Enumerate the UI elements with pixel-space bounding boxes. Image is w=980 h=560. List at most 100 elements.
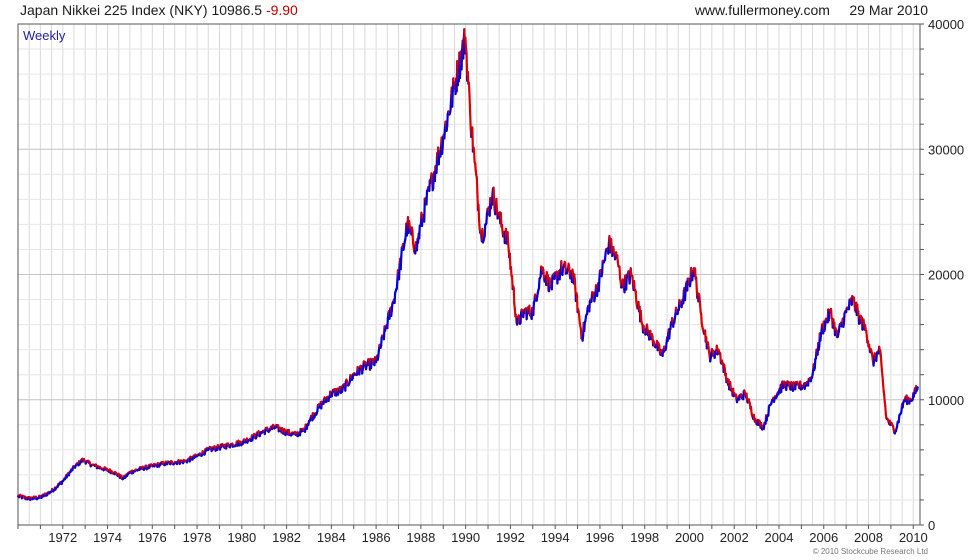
series-segment: [668, 327, 671, 340]
series-segment: [823, 319, 827, 331]
series-segment: [509, 265, 513, 277]
series-segment: [467, 81, 471, 97]
series-segment: [441, 145, 444, 155]
series-segment: [542, 269, 546, 280]
series-segment: [883, 393, 886, 403]
series-segment: [875, 351, 879, 363]
y-tick-label: 20000: [928, 268, 964, 283]
series-segment: [745, 392, 749, 403]
series-segment: [418, 224, 421, 240]
series-segment: [492, 186, 496, 206]
series-layer: [16, 28, 919, 502]
series-segment: [472, 148, 476, 163]
x-tick-label: 1988: [406, 530, 435, 545]
series-segment: [477, 219, 481, 230]
series-segment: [742, 390, 745, 401]
series-segment: [561, 266, 565, 276]
copyright-note: © 2010 Stockcube Research Ltd: [812, 547, 928, 556]
series-segment: [525, 309, 529, 321]
series-segment: [443, 128, 447, 140]
series-segment: [597, 278, 601, 293]
series-segment: [485, 213, 489, 225]
x-tick-label: 1998: [630, 530, 659, 545]
series-segment: [729, 381, 732, 392]
series-segment: [603, 252, 607, 262]
x-tick-label: 1976: [138, 530, 167, 545]
series-segment: [698, 296, 702, 306]
series-segment: [879, 354, 883, 365]
series-segment: [490, 191, 494, 206]
series-segment: [686, 277, 689, 292]
chart-header: Japan Nikkei 225 Index (NKY) 10986.5 -9.…: [0, 0, 980, 22]
series-segment: [881, 375, 885, 385]
source-and-date: www.fullermoney.com 29 Mar 2010: [695, 2, 928, 18]
x-tick-label: 2010: [899, 530, 928, 545]
x-tick-label: 2002: [720, 530, 749, 545]
series-segment: [767, 405, 771, 417]
series-segment: [881, 382, 885, 392]
series-segment: [634, 290, 638, 303]
series-segment: [588, 300, 591, 313]
y-tick-label: 30000: [928, 142, 964, 157]
series-segment: [425, 189, 429, 206]
series-segment: [916, 386, 919, 391]
x-tick-label: 1990: [451, 530, 480, 545]
series-segment: [395, 279, 399, 290]
series-segment: [528, 304, 532, 317]
series-segment: [698, 303, 702, 314]
series-segment: [628, 274, 632, 285]
series-segment: [532, 301, 536, 317]
x-tick-label: 1994: [541, 530, 570, 545]
series-segment: [852, 296, 856, 307]
series-segment: [506, 231, 510, 245]
series-segment: [430, 172, 434, 182]
grid-layer: [17, 24, 920, 525]
series-segment: [631, 274, 635, 285]
series-segment: [880, 362, 884, 372]
series-segment: [500, 223, 504, 234]
series-segment: [390, 303, 394, 312]
series-segment: [468, 94, 472, 113]
x-tick-label: 1996: [585, 530, 614, 545]
series-segment: [399, 255, 403, 271]
series-segment: [583, 321, 586, 333]
series-segment: [884, 404, 887, 416]
series-segment: [393, 291, 397, 305]
x-tick-label: 1982: [272, 530, 301, 545]
series-segment: [568, 265, 571, 276]
series-segment: [446, 112, 449, 128]
series-segment: [386, 317, 389, 330]
series-segment: [464, 36, 468, 50]
x-tick-label: 1992: [496, 530, 525, 545]
period-label: Weekly: [23, 28, 66, 43]
series-segment: [695, 276, 698, 291]
change-value: -9.90: [265, 2, 298, 18]
series-segment: [400, 246, 403, 258]
chart-title-line: Japan Nikkei 225 Index (NKY) 10986.5 -9.…: [20, 2, 298, 18]
series-segment: [829, 307, 833, 320]
x-tick-label: 2004: [765, 530, 794, 545]
series-segment: [573, 277, 577, 290]
last-value: 10986.5: [211, 2, 263, 18]
y-tick-label: 10000: [928, 393, 964, 408]
series-segment: [658, 344, 661, 354]
series-segment: [458, 64, 462, 80]
series-segment: [477, 203, 481, 222]
series-segment: [700, 313, 703, 325]
x-tick-label: 1984: [317, 530, 346, 545]
series-segment: [466, 70, 470, 85]
series-segment: [475, 176, 479, 194]
series-segment: [639, 309, 643, 322]
series-segment: [380, 336, 383, 347]
x-tick-label: 2006: [809, 530, 838, 545]
series-segment: [842, 312, 846, 325]
series-segment: [469, 110, 472, 130]
x-tick-label: 1974: [93, 530, 122, 545]
series-segment: [578, 315, 581, 325]
series-segment: [483, 223, 487, 238]
series-segment: [560, 260, 563, 270]
series-segment: [813, 357, 817, 369]
index-title: Japan Nikkei 225 Index (NKY): [20, 2, 208, 18]
series-segment: [719, 352, 722, 364]
y-axis: 0 10000 20000 30000 40000: [920, 17, 964, 533]
